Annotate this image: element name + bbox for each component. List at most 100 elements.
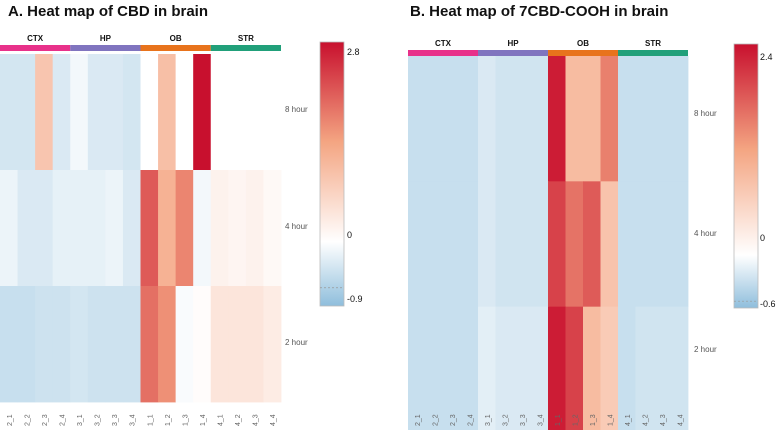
heatmap-cell bbox=[495, 306, 514, 430]
column-label: 2_2 bbox=[432, 414, 439, 426]
heatmap-cell bbox=[530, 306, 549, 430]
heatmap-cell bbox=[600, 56, 619, 182]
group-label: HP bbox=[507, 39, 519, 48]
column-label: 2_3 bbox=[450, 414, 457, 426]
colorbar bbox=[733, 43, 759, 309]
column-label: 2_2 bbox=[24, 414, 31, 426]
panel-title: B. Heat map of 7CBD-COOH in brain bbox=[410, 3, 668, 20]
heatmap-cell bbox=[653, 181, 671, 308]
heatmap-cell bbox=[105, 170, 124, 287]
heatmap-cell bbox=[600, 306, 619, 430]
heatmap-cell bbox=[460, 181, 479, 308]
heatmap-cell bbox=[210, 286, 229, 403]
row-label: 8 hour bbox=[694, 109, 717, 118]
heatmap-cell bbox=[548, 181, 566, 308]
group-bar-hp bbox=[70, 45, 141, 51]
heatmap-cell bbox=[443, 56, 461, 182]
heatmap-cell bbox=[653, 56, 671, 182]
heatmap-panel-b: B. Heat map of 7CBD-COOH in brain CTX HP OB… bbox=[408, 3, 776, 430]
group-label: CTX bbox=[27, 34, 44, 43]
heatmap-cell bbox=[140, 286, 159, 403]
row-label: 4 hour bbox=[285, 222, 308, 231]
heatmap-cell bbox=[17, 170, 36, 287]
group-bar-ctx bbox=[0, 45, 71, 51]
colorbar-min-label: -0.9 bbox=[347, 294, 363, 304]
column-label: 4_2 bbox=[642, 414, 649, 426]
heatmap-cell bbox=[17, 54, 36, 171]
row-label: 2 hour bbox=[694, 345, 717, 354]
heatmap-cell bbox=[443, 306, 461, 430]
heatmap-cell bbox=[478, 181, 496, 308]
heatmap-cell bbox=[17, 286, 36, 403]
heatmap-cell bbox=[35, 54, 54, 171]
heatmap-cell bbox=[670, 181, 689, 308]
column-label: 4_4 bbox=[677, 414, 684, 426]
heatmap-cell bbox=[443, 181, 461, 308]
column-label: 3_1 bbox=[485, 414, 492, 426]
panel-title: A. Heat map of CBD in brain bbox=[8, 3, 208, 20]
heatmap-cell bbox=[87, 170, 106, 287]
column-label: 3_2 bbox=[502, 414, 509, 426]
heatmap-cell bbox=[513, 181, 531, 308]
heatmap-cell bbox=[263, 170, 282, 287]
heatmap-cell bbox=[495, 181, 514, 308]
heatmap-cell bbox=[530, 56, 549, 182]
heatmap-cell bbox=[228, 286, 247, 403]
heatmap-cell bbox=[583, 306, 601, 430]
column-label: 1_4 bbox=[607, 414, 614, 426]
column-label: 3_1 bbox=[77, 414, 84, 426]
row-label: 8 hour bbox=[285, 105, 308, 114]
group-bar-str bbox=[618, 50, 688, 56]
group-bar-ob bbox=[548, 50, 618, 56]
column-label: 1_1 bbox=[555, 414, 562, 426]
column-label: 4_3 bbox=[660, 414, 667, 426]
heatmap-cell bbox=[600, 181, 619, 308]
column-label: 3_2 bbox=[95, 414, 102, 426]
heatmap-cell bbox=[583, 181, 601, 308]
heatmap-cell bbox=[513, 306, 531, 430]
heatmap-cell bbox=[210, 54, 229, 171]
heatmap-cell bbox=[193, 286, 212, 403]
heatmap-cell bbox=[0, 286, 18, 403]
group-label: STR bbox=[645, 39, 661, 48]
heatmap-cell bbox=[408, 181, 426, 308]
colorbar-max-label: 2.4 bbox=[760, 52, 773, 62]
column-label: 3_3 bbox=[520, 414, 527, 426]
heatmap-cell bbox=[105, 286, 124, 403]
heatmap-cell bbox=[175, 170, 194, 287]
heatmap-cell bbox=[245, 286, 264, 403]
heatmap-cell bbox=[565, 181, 584, 308]
heatmap-cell bbox=[175, 286, 194, 403]
heatmap-cell bbox=[87, 286, 106, 403]
heatmap-cell bbox=[670, 306, 689, 430]
column-label: 4_3 bbox=[253, 414, 260, 426]
heatmap-cell bbox=[158, 170, 177, 287]
column-label: 4_4 bbox=[270, 414, 277, 426]
heatmap-cell bbox=[122, 54, 141, 171]
heatmap-cell bbox=[618, 306, 636, 430]
group-bar-ob bbox=[140, 45, 211, 51]
heatmap-cell bbox=[122, 170, 141, 287]
colorbar bbox=[319, 41, 345, 307]
heatmap-cell bbox=[122, 286, 141, 403]
group-label: CTX bbox=[435, 39, 452, 48]
heatmap-cell bbox=[70, 170, 89, 287]
column-label: 1_4 bbox=[200, 414, 207, 426]
column-label: 2_1 bbox=[7, 414, 14, 426]
heatmap-cell bbox=[87, 54, 106, 171]
heatmap-cell bbox=[495, 56, 514, 182]
column-label: 2_4 bbox=[467, 414, 474, 426]
heatmap-cell bbox=[583, 56, 601, 182]
heatmap-cell bbox=[158, 286, 177, 403]
heatmap-cell bbox=[245, 170, 264, 287]
heatmap-cell bbox=[105, 54, 124, 171]
heatmap-cell bbox=[653, 306, 671, 430]
colorbar-zero-label: 0 bbox=[760, 233, 765, 243]
heatmap-cell bbox=[548, 56, 566, 182]
heatmap-cell bbox=[0, 54, 18, 171]
group-bar-hp bbox=[478, 50, 548, 56]
column-label: 1_3 bbox=[182, 414, 189, 426]
heatmap-panel-a: A. Heat map of CBD in brain CTX HP OB STR 8 h… bbox=[0, 3, 363, 426]
heatmap-cell bbox=[35, 170, 54, 287]
